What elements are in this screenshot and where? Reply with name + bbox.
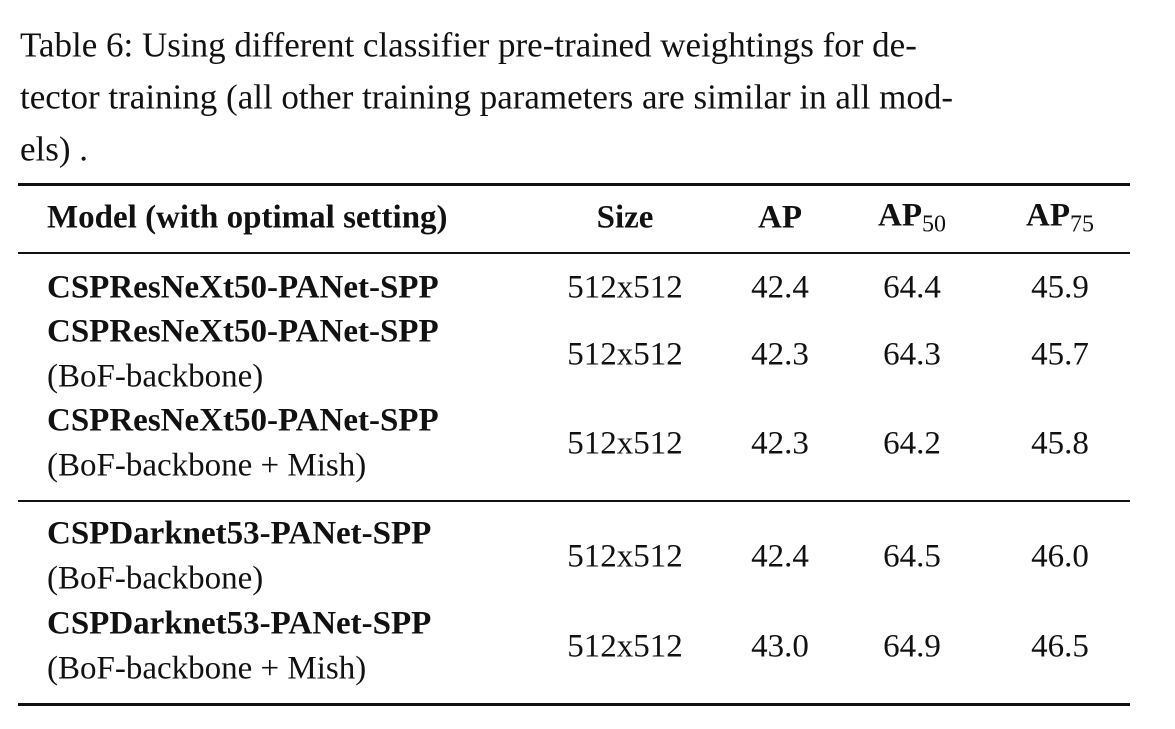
cell-ap75: 45.8 xyxy=(1031,425,1089,462)
cell-ap75: 46.0 xyxy=(1031,538,1089,575)
model-variant: (BoF-backbone + Mish) xyxy=(47,650,367,687)
model-variant: (BoF-backbone + Mish) xyxy=(47,447,367,484)
header-ap50-main: AP xyxy=(878,197,922,234)
cell-size: 512x512 xyxy=(567,628,683,665)
model-name: CSPDarknet53-PANet-SPP xyxy=(47,605,432,642)
cell-ap50: 64.2 xyxy=(883,425,941,462)
cell-ap50: 64.5 xyxy=(883,538,941,575)
header-ap50-sub: 50 xyxy=(922,211,946,238)
cell-size: 512x512 xyxy=(567,269,683,306)
header-ap75: AP75 xyxy=(1026,197,1094,238)
caption-line: Table 6: Using different classifier pre-… xyxy=(20,25,917,65)
bottom-rule xyxy=(18,703,1130,706)
cell-size: 512x512 xyxy=(567,336,683,373)
model-name: CSPResNeXt50-PANet-SPP xyxy=(47,402,439,439)
cell-ap: 42.3 xyxy=(751,336,809,373)
cell-ap50: 64.9 xyxy=(883,628,941,665)
header-ap75-sub: 75 xyxy=(1070,211,1094,238)
cell-size: 512x512 xyxy=(567,538,683,575)
cell-ap: 42.4 xyxy=(751,538,809,575)
cell-ap50: 64.3 xyxy=(883,336,941,373)
caption-line: tector training (all other training para… xyxy=(20,77,953,117)
model-name: CSPDarknet53-PANet-SPP xyxy=(47,515,432,552)
caption-line: els) . xyxy=(20,129,89,169)
cell-ap75: 45.9 xyxy=(1031,269,1089,306)
cell-ap50: 64.4 xyxy=(883,269,941,306)
cell-ap: 42.3 xyxy=(751,425,809,462)
header-ap: AP xyxy=(758,199,802,236)
cell-ap75: 46.5 xyxy=(1031,628,1089,665)
top-rule xyxy=(18,183,1130,186)
model-variant: (BoF-backbone) xyxy=(47,560,264,597)
group-rule xyxy=(18,500,1130,502)
header-rule xyxy=(18,252,1130,254)
model-variant: (BoF-backbone) xyxy=(47,358,264,395)
header-ap50: AP50 xyxy=(878,197,946,238)
cell-ap: 43.0 xyxy=(751,628,809,665)
header-ap75-main: AP xyxy=(1026,197,1070,234)
header-size: Size xyxy=(596,199,654,236)
model-name: CSPResNeXt50-PANet-SPP xyxy=(47,313,439,350)
header-model: Model (with optimal setting) xyxy=(47,199,448,236)
model-name: CSPResNeXt50-PANet-SPP xyxy=(47,269,439,306)
cell-ap: 42.4 xyxy=(751,269,809,306)
cell-size: 512x512 xyxy=(567,425,683,462)
cell-ap75: 45.7 xyxy=(1031,336,1089,373)
